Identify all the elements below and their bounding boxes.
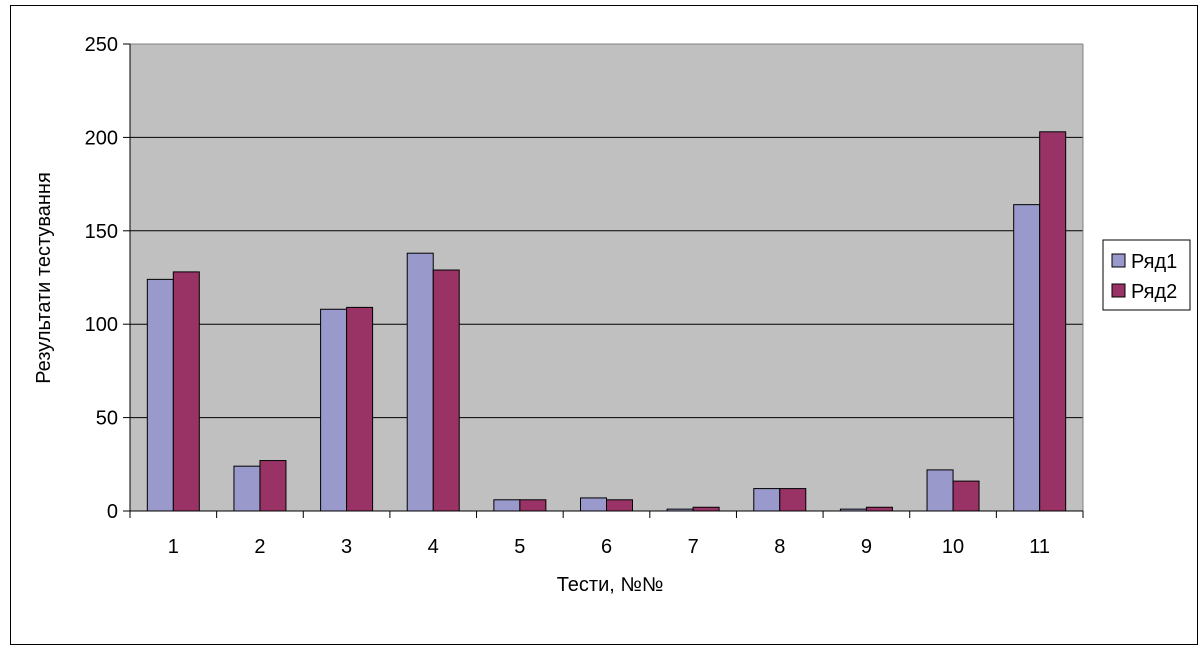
y-axis-title: Результати тестування <box>33 172 55 384</box>
y-tick-label: 100 <box>85 314 118 336</box>
bar-series1 <box>580 497 607 512</box>
bar-series1 <box>1013 204 1041 512</box>
x-tick-label: 9 <box>861 536 872 558</box>
y-tick-label: 250 <box>85 34 118 56</box>
y-tick-label: 0 <box>107 501 118 523</box>
plot-area <box>130 44 1083 511</box>
y-tick-label: 200 <box>85 127 118 149</box>
bar-series1 <box>320 308 348 512</box>
x-tick-label: 3 <box>341 536 352 558</box>
legend-swatch-series2 <box>1111 283 1126 298</box>
bar-series1 <box>146 278 174 512</box>
bar-series2 <box>865 506 893 512</box>
y-tick-label: 50 <box>96 408 118 430</box>
x-tick-label: 6 <box>601 536 612 558</box>
legend-label-series2: Ряд2 <box>1131 281 1177 303</box>
bar-series2 <box>172 271 200 512</box>
x-tick-label: 8 <box>774 536 785 558</box>
bar-series2 <box>779 488 807 512</box>
bar-series2 <box>952 480 980 512</box>
bar-series2 <box>606 499 633 512</box>
bar-series2 <box>346 306 374 512</box>
x-tick-label: 4 <box>428 536 439 558</box>
bar-series2 <box>519 499 547 512</box>
x-tick-label: 7 <box>688 536 699 558</box>
bar-series2 <box>692 506 720 512</box>
x-tick-label: 11 <box>1029 536 1050 558</box>
bar-chart: 0 50 100 150 200 250 1 2 3 4 5 6 7 8 9 10 11 Результати… <box>33 34 1191 596</box>
x-tick-label: 5 <box>514 536 525 558</box>
x-axis-title: Тести, №№ <box>557 574 664 596</box>
x-tick-label: 2 <box>254 536 265 558</box>
bar-series1 <box>493 499 521 512</box>
bar-series1 <box>753 488 781 512</box>
x-tick-label: 1 <box>168 536 179 558</box>
legend: Ряд1 Ряд2 <box>1102 239 1191 311</box>
x-tick-label: 10 <box>942 536 964 558</box>
bar-series1 <box>406 252 434 512</box>
bar-series1 <box>233 465 261 512</box>
bars <box>146 131 1067 512</box>
bar-series2 <box>432 269 460 512</box>
bar-series2 <box>1039 131 1067 512</box>
y-tick-label: 150 <box>85 221 118 243</box>
bar-series1 <box>926 469 954 512</box>
legend-box <box>1102 239 1191 311</box>
legend-label-series1: Ряд1 <box>1131 251 1177 273</box>
legend-swatch-series1 <box>1111 253 1126 268</box>
bar-series2 <box>259 460 287 512</box>
y-tick-labels: 0 50 100 150 200 250 <box>85 34 118 523</box>
axes <box>123 43 1084 518</box>
x-tick-labels: 1 2 3 4 5 6 7 8 9 10 11 <box>168 536 1050 558</box>
